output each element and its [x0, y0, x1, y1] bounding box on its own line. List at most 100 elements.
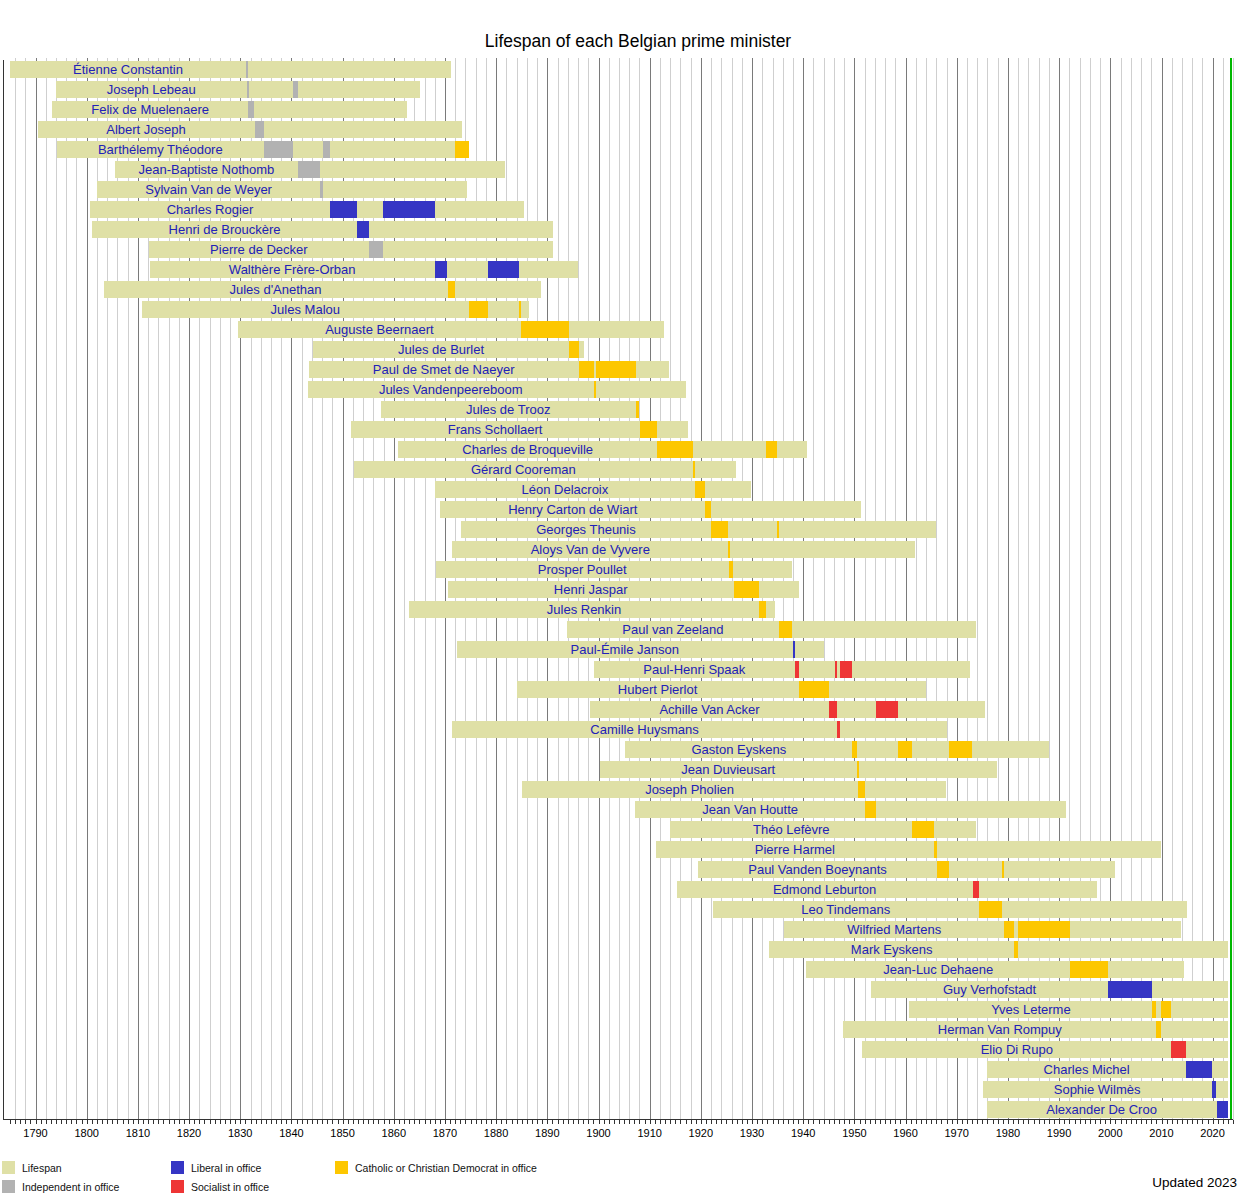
office-segment-independent — [320, 181, 323, 198]
axis-tick — [1218, 1120, 1219, 1124]
axis-tick — [332, 1120, 333, 1124]
lifespan-bar — [398, 441, 806, 458]
axis-tick-label: 1800 — [74, 1127, 98, 1139]
office-segment-catholic — [640, 421, 658, 438]
office-segment-independent — [369, 241, 382, 258]
office-segment-catholic — [979, 901, 1002, 918]
axis-tick — [926, 1120, 927, 1124]
office-segment-liberal — [1212, 1081, 1217, 1098]
gridline-minor — [1223, 58, 1224, 1120]
office-segment-catholic — [448, 281, 455, 298]
axis-tick — [506, 1120, 507, 1124]
axis-tick — [82, 1120, 83, 1124]
axis-tick — [686, 1120, 687, 1124]
axis-tick — [813, 1120, 814, 1124]
axis-tick — [30, 1120, 31, 1124]
axis-tick — [952, 1120, 953, 1124]
pm-name-label: Pierre de Decker — [210, 241, 308, 258]
axis-tick — [916, 1120, 917, 1124]
axis-tick — [900, 1120, 901, 1124]
axis-tick-label: 1840 — [279, 1127, 303, 1139]
axis-tick — [655, 1120, 656, 1124]
axis-tick-label: 1950 — [842, 1127, 866, 1139]
axis-tick — [501, 1120, 502, 1124]
pm-name-label: Guy Verhofstadt — [943, 981, 1036, 998]
axis-tick — [358, 1120, 359, 1124]
axis-tick — [1146, 1120, 1147, 1124]
gridline-minor — [1202, 58, 1203, 1120]
axis-tick — [1105, 1120, 1106, 1124]
axis-tick — [962, 1120, 963, 1124]
axis-tick — [624, 1120, 625, 1124]
axis-tick — [854, 1120, 855, 1124]
axis-tick — [1126, 1120, 1127, 1124]
axis-tick — [552, 1120, 553, 1124]
pm-name-label: Paul-Émile Janson — [571, 641, 679, 658]
axis-tick — [1028, 1120, 1029, 1124]
axis-tick — [435, 1120, 436, 1124]
office-segment-catholic — [1156, 1021, 1161, 1038]
axis-tick — [696, 1120, 697, 1124]
axis-tick — [977, 1120, 978, 1124]
axis-tick — [112, 1120, 113, 1124]
axis-tick — [1095, 1120, 1096, 1124]
axis-tick — [614, 1120, 615, 1124]
pm-name-label: Sylvain Van de Weyer — [145, 181, 272, 198]
axis-tick — [767, 1120, 768, 1124]
axis-tick — [327, 1120, 328, 1124]
axis-tick — [476, 1120, 477, 1124]
axis-tick — [1131, 1120, 1132, 1124]
office-segment-catholic — [937, 861, 949, 878]
axis-tick — [1090, 1120, 1091, 1124]
axis-tick-label: 1810 — [126, 1127, 150, 1139]
pm-name-label: Paul-Henri Spaak — [643, 661, 745, 678]
axis-tick — [803, 1120, 804, 1124]
axis-tick — [1141, 1120, 1142, 1124]
axis-tick — [471, 1120, 472, 1124]
axis-tick — [1208, 1120, 1209, 1124]
axis-tick — [972, 1120, 973, 1124]
axis-tick-label: 1850 — [330, 1127, 354, 1139]
pm-name-label: Jean Van Houtte — [702, 801, 798, 818]
pm-name-label: Edmond Leburton — [773, 881, 876, 898]
axis-tick — [1049, 1120, 1050, 1124]
pm-name-label: Jules Vandenpeereboom — [379, 381, 523, 398]
office-segment-catholic — [693, 461, 696, 478]
axis-tick — [419, 1120, 420, 1124]
axis-tick — [10, 1120, 11, 1124]
axis-tick — [1085, 1120, 1086, 1124]
axis-tick — [215, 1120, 216, 1124]
axis-tick-label: 1880 — [484, 1127, 508, 1139]
axis-tick — [286, 1120, 287, 1124]
axis-tick — [1223, 1120, 1224, 1124]
axis-tick — [860, 1120, 861, 1124]
axis-tick — [875, 1120, 876, 1124]
axis-tick — [307, 1120, 308, 1124]
lifespan-bar — [522, 781, 947, 798]
axis-tick — [353, 1120, 354, 1124]
axis-tick — [163, 1120, 164, 1124]
axis-tick — [757, 1120, 758, 1124]
gridline-minor — [76, 58, 77, 1120]
axis-tick — [46, 1120, 47, 1124]
axis-tick-label: 1900 — [586, 1127, 610, 1139]
axis-tick — [1034, 1120, 1035, 1124]
office-segment-liberal — [383, 201, 435, 218]
axis-tick — [51, 1120, 52, 1124]
axis-tick — [588, 1120, 589, 1124]
axis-tick — [967, 1120, 968, 1124]
axis-tick — [563, 1120, 564, 1124]
office-segment-catholic — [865, 801, 877, 818]
axis-tick — [1151, 1120, 1152, 1124]
axis-tick — [706, 1120, 707, 1124]
axis-tick — [711, 1120, 712, 1124]
axis-tick — [639, 1120, 640, 1124]
axis-tick — [25, 1120, 26, 1124]
axis-tick — [824, 1120, 825, 1124]
axis-tick — [778, 1120, 779, 1124]
axis-tick — [450, 1120, 451, 1124]
axis-tick-label: 1990 — [1047, 1127, 1071, 1139]
axis-tick — [266, 1120, 267, 1124]
timeline-chart: Lifespan of each Belgian prime minister … — [0, 0, 1250, 1200]
office-segment-catholic — [777, 521, 779, 538]
